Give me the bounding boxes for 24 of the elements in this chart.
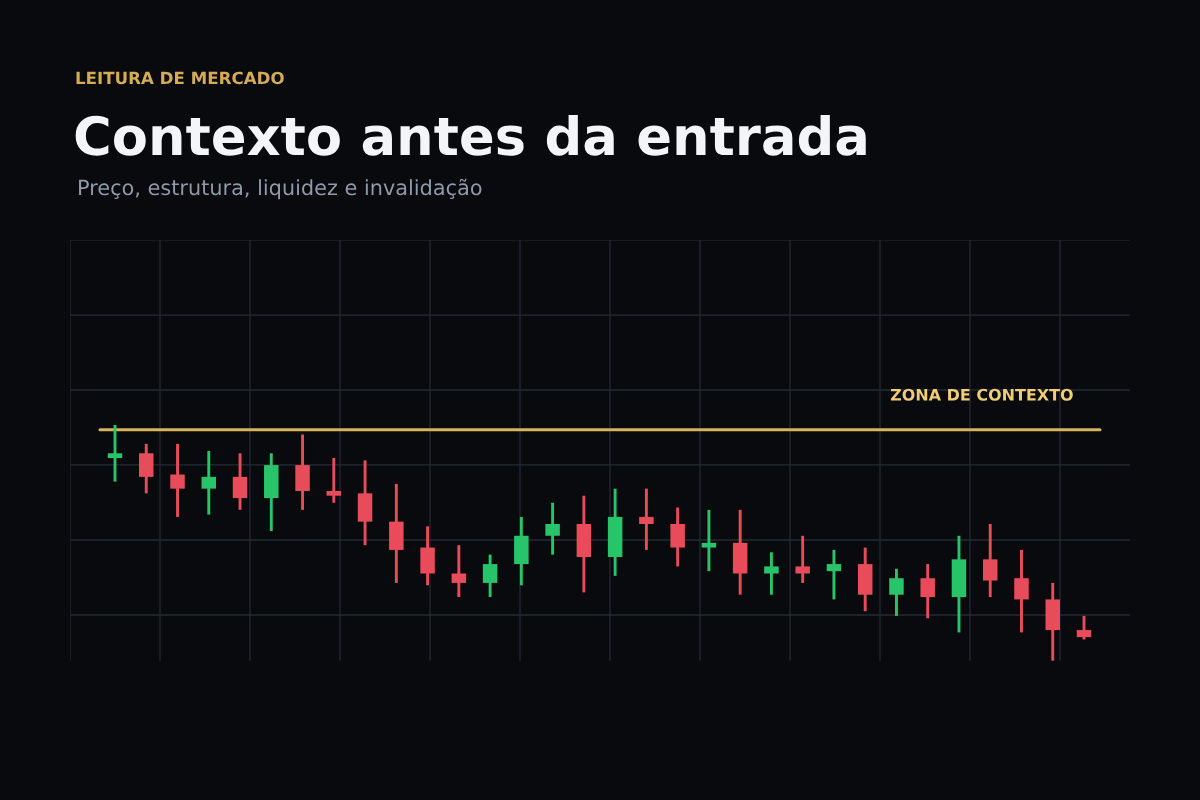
candlestick bbox=[889, 567, 904, 618]
candlestick bbox=[482, 553, 498, 599]
text: LEITURA DE MERCADO bbox=[76, 71, 284, 85]
candlestick bbox=[1076, 614, 1092, 641]
candlestick bbox=[701, 508, 717, 573]
candlestick bbox=[451, 543, 467, 599]
candlestick bbox=[107, 423, 123, 484]
candlestick bbox=[545, 501, 560, 557]
candlestick bbox=[920, 562, 935, 620]
chart-subtitle: Preço, estrutura, liquidez e invalidação bbox=[79, 178, 482, 200]
candlestick bbox=[170, 442, 185, 519]
candlestick bbox=[764, 550, 779, 597]
candlestick bbox=[639, 487, 654, 552]
candlestick bbox=[1014, 548, 1029, 634]
candlestick bbox=[670, 506, 685, 568]
candlestick bbox=[139, 442, 154, 495]
candlestick bbox=[326, 456, 342, 505]
candlestick bbox=[795, 534, 810, 585]
candlestick bbox=[232, 451, 248, 512]
candlestick bbox=[826, 548, 842, 601]
chart-title: Contexto antes da entrada bbox=[75, 114, 866, 156]
ref-line-label: ZONA DE CONTEXTO bbox=[890, 388, 1073, 401]
candlestick bbox=[201, 449, 217, 517]
candlestick bbox=[982, 522, 998, 599]
